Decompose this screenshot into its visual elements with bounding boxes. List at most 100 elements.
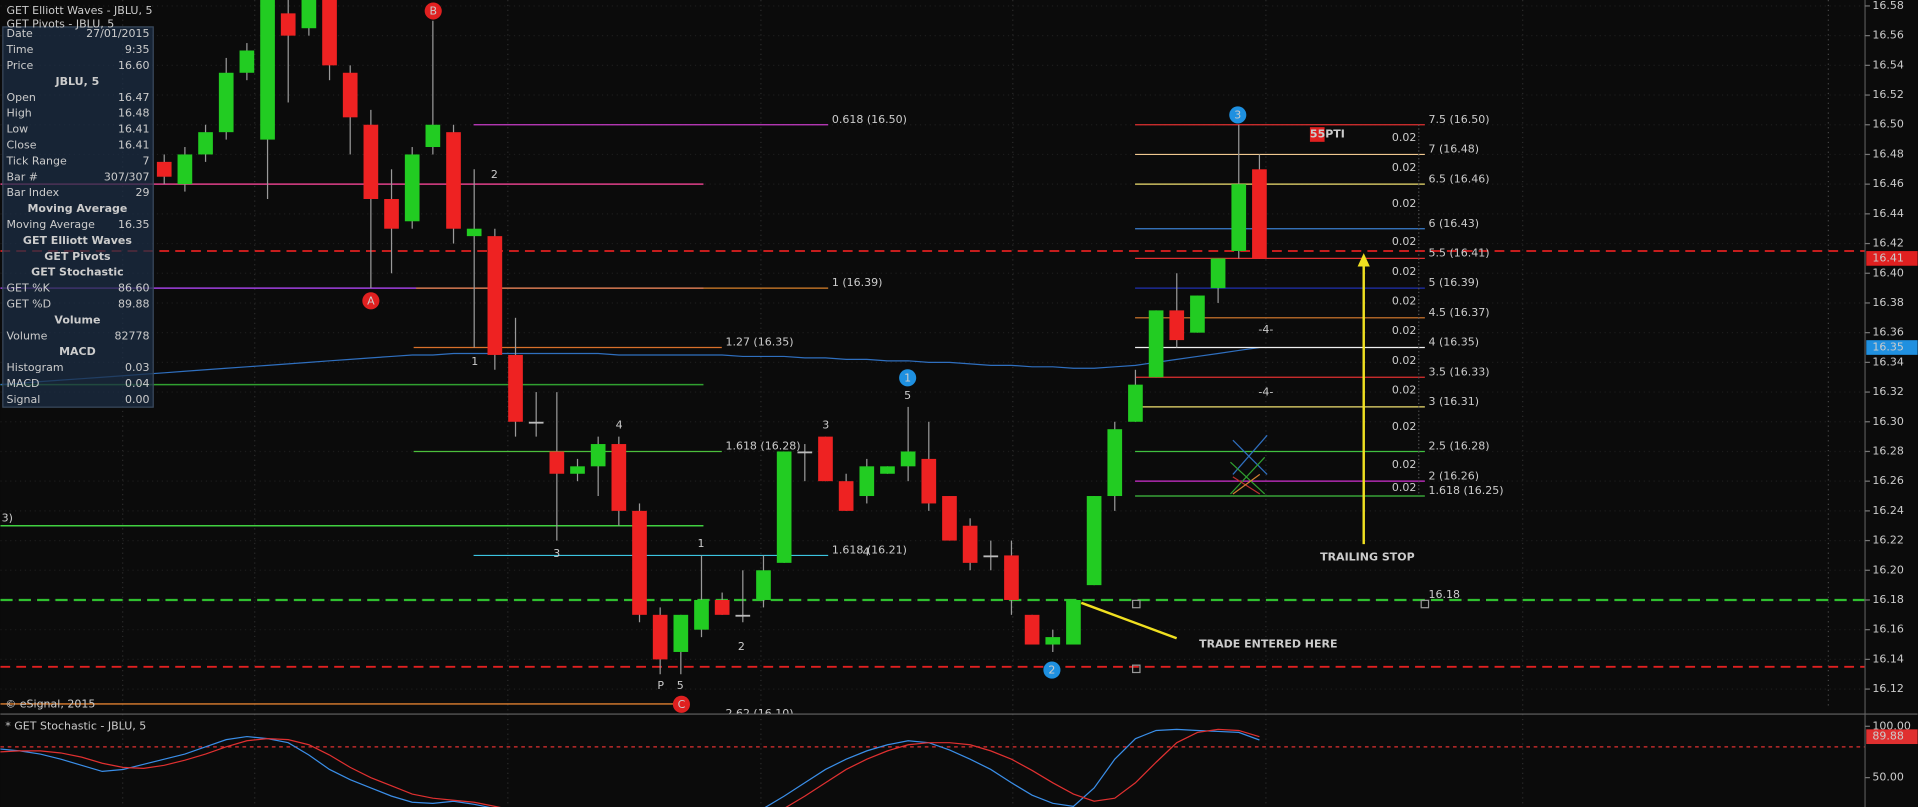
data-window-label: Time	[5, 43, 33, 56]
candle-body	[673, 614, 689, 652]
candle-body	[1107, 429, 1123, 497]
data-window-value: 16.60	[118, 59, 150, 72]
step-label: 0.02	[1392, 235, 1417, 248]
cross	[1232, 434, 1268, 475]
candle-body	[1004, 555, 1019, 600]
candle-body	[694, 599, 709, 630]
data-window-label: GET %K	[6, 282, 50, 295]
wave-circle	[899, 369, 917, 387]
y-tick-label: 16.14	[1872, 652, 1904, 665]
value-marker-label: 89.88	[1872, 730, 1904, 743]
annotation: 55PTI	[1310, 128, 1345, 141]
level-label: 1.618 (16.25)	[1429, 484, 1504, 497]
y-tick-label: 16.16	[1872, 623, 1904, 636]
wave-label: 4	[616, 419, 623, 432]
candle-body	[756, 570, 771, 600]
data-window-header: Volume	[54, 313, 100, 326]
stochastic-line	[0, 728, 1260, 807]
candle-body	[1231, 184, 1247, 251]
data-window-value: 0.00	[125, 393, 150, 406]
data-window-box	[2, 26, 154, 408]
data-window-value: 16.35	[118, 218, 150, 231]
wave-circle	[1229, 106, 1247, 124]
candle-body	[384, 199, 399, 229]
y-tick-label: 16.40	[1872, 266, 1904, 279]
value-marker	[1866, 729, 1918, 745]
data-window-label: Signal	[6, 393, 40, 406]
level-label: 0.618 (16.50)	[832, 113, 907, 126]
data-window-value: 16.41	[118, 123, 150, 136]
level-label: 4.5 (16.37)	[1429, 306, 1490, 319]
candle-body	[859, 466, 875, 497]
candle-body	[1148, 310, 1164, 378]
step-label: 0.02	[1392, 481, 1417, 494]
moving-average-line	[0, 346, 1260, 386]
candle-body	[508, 354, 523, 422]
y-tick-label: 16.28	[1872, 444, 1904, 457]
wave-label: 2	[1048, 664, 1055, 677]
study-title: GET Pivots - JBLU, 5	[6, 17, 114, 30]
stochastic-panel	[0, 728, 1866, 807]
step-label: 0.02	[1392, 161, 1417, 174]
candle-body	[652, 614, 668, 660]
candle-body	[549, 451, 565, 474]
y-tick-label: 16.44	[1872, 207, 1904, 220]
y-tick-label: 16.24	[1872, 504, 1904, 517]
y-tick-label: 100.00	[1872, 719, 1910, 732]
step-label: 0.02	[1392, 354, 1417, 367]
cross	[1229, 456, 1266, 495]
y-tick-label: 16.46	[1872, 177, 1904, 190]
candle-body	[776, 451, 792, 563]
trade-pointer	[1080, 601, 1178, 640]
y-tick-label: 16.42	[1872, 237, 1904, 250]
wave-circle	[672, 695, 690, 713]
data-window-label: Close	[6, 139, 36, 152]
level-label: 7.5 (16.50)	[1429, 113, 1490, 126]
candle-body	[280, 13, 296, 36]
candle-body	[1045, 637, 1061, 645]
cross-marks	[1229, 434, 1268, 495]
wave-label: 1	[698, 537, 705, 550]
wave-label: P	[657, 679, 664, 692]
marker-square	[1132, 664, 1141, 674]
candle-body	[570, 466, 585, 474]
cross	[1230, 461, 1266, 495]
candle-body	[1086, 496, 1102, 586]
marker-square	[1420, 599, 1430, 609]
data-window-label: Open	[6, 91, 35, 104]
wave-label: C	[678, 698, 686, 711]
candle-body	[632, 510, 647, 615]
candle-body	[528, 421, 544, 424]
y-tick-label: 16.32	[1872, 385, 1904, 398]
data-window-value: 29	[136, 186, 150, 199]
data-window-value: 9:35	[125, 43, 150, 56]
level-label: 2.62 (16.10)	[725, 707, 793, 720]
decorations	[1080, 127, 1430, 674]
y-tick-label: 16.12	[1872, 682, 1904, 695]
level-label: 1.27 (16.35)	[725, 336, 793, 349]
data-window-value: 27/01/2015	[86, 27, 149, 40]
data-window-label: Moving Average	[6, 218, 95, 231]
candle-body	[487, 236, 503, 355]
level-label: 6.5 (16.46)	[1429, 172, 1490, 185]
cross	[1232, 476, 1261, 495]
level-label: 3.5 (16.33)	[1429, 365, 1490, 378]
wave-label: 5	[677, 679, 684, 692]
data-window-value: 89.88	[118, 297, 150, 310]
y-tick-label: 16.56	[1872, 29, 1904, 42]
candle-body	[942, 496, 957, 541]
data-window-label: Volume	[6, 329, 47, 342]
step-label: 0.02	[1392, 420, 1417, 433]
stochastic-line	[0, 728, 1260, 807]
wave-label: -4-	[1258, 385, 1273, 398]
data-window-value: 7	[143, 154, 150, 167]
data-window-header: GET Stochastic	[31, 266, 124, 279]
candle-body	[363, 124, 379, 200]
wave-label: B	[429, 5, 437, 18]
cross	[1232, 439, 1268, 475]
data-window-value: 16.48	[118, 107, 150, 120]
price-marker-label: 16.35	[1872, 341, 1904, 354]
